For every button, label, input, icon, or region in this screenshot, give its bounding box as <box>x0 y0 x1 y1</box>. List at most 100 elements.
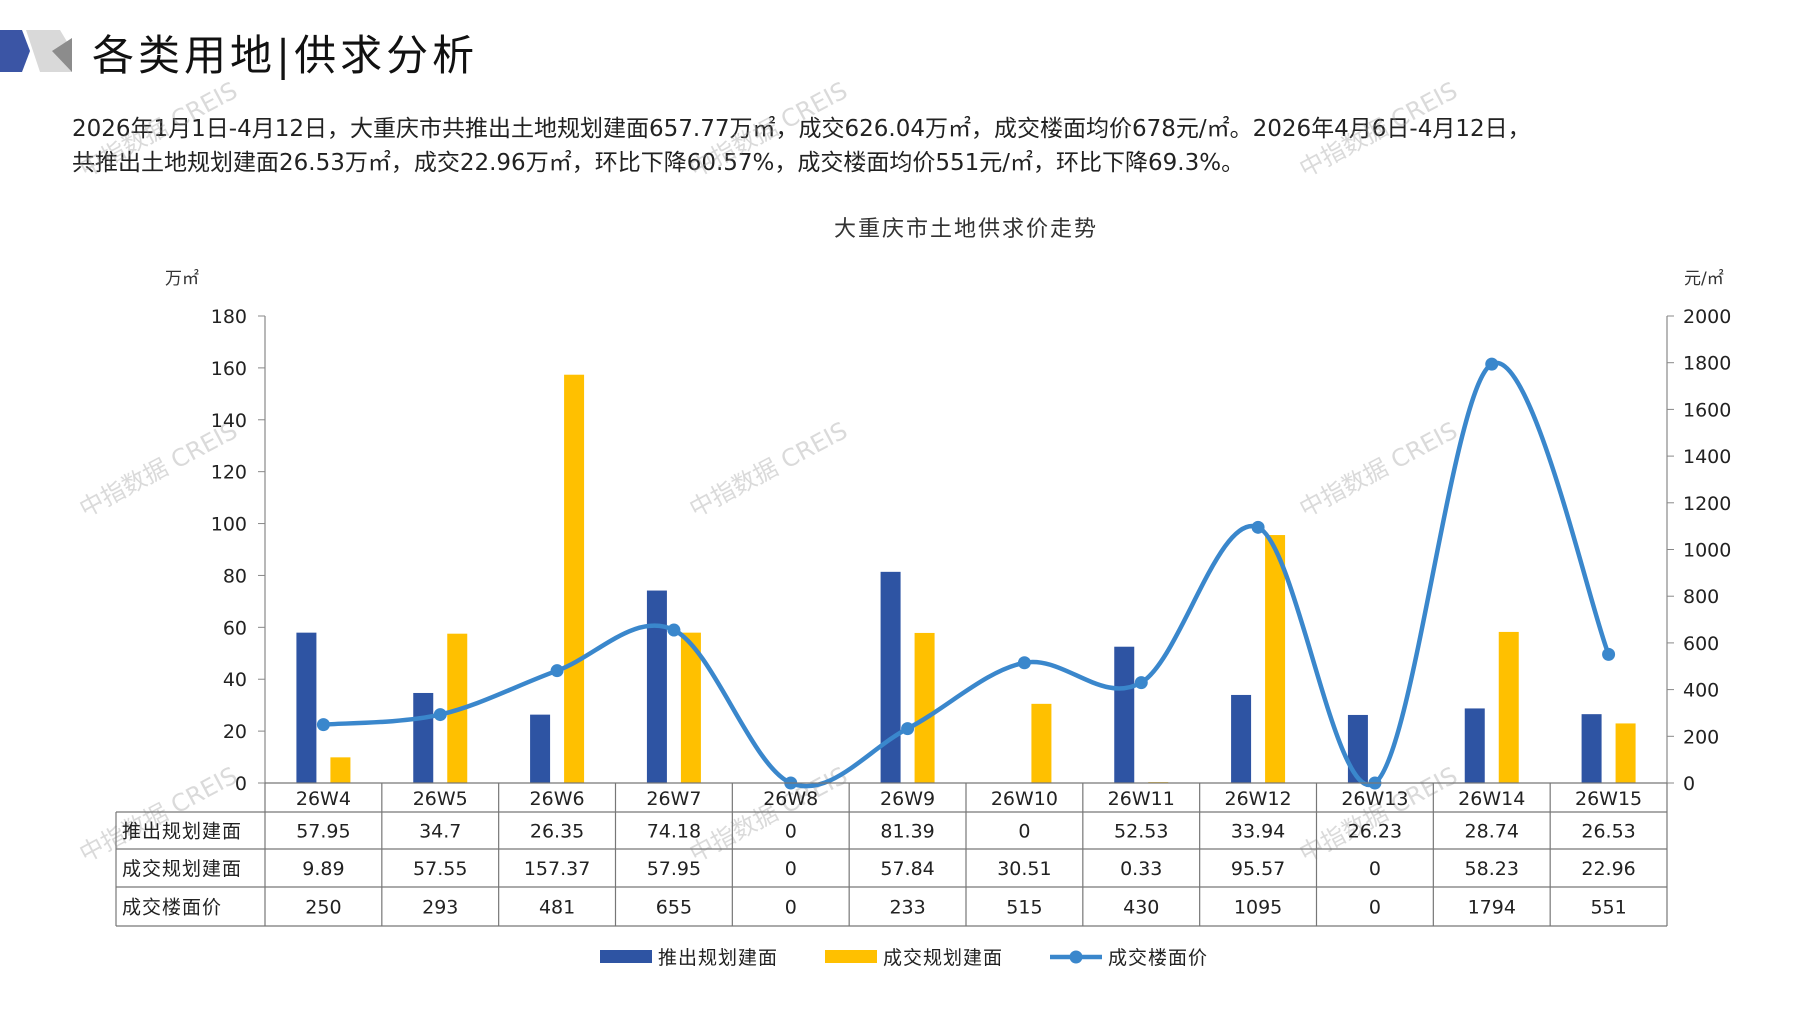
data-label: 551 <box>1590 897 1626 919</box>
table-series-name: 成交楼面价 <box>122 897 222 919</box>
left-tick-label: 20 <box>223 721 247 743</box>
legend-swatch <box>600 950 652 963</box>
category-label: 26W10 <box>991 788 1058 810</box>
data-label: 58.23 <box>1465 858 1519 880</box>
supply-bar <box>1581 714 1602 783</box>
data-label: 57.95 <box>296 821 350 843</box>
data-label: 26.35 <box>530 821 584 843</box>
data-label: 0 <box>1369 858 1381 880</box>
right-tick-label: 400 <box>1683 680 1719 702</box>
deal-bar <box>564 374 585 783</box>
data-label: 0 <box>785 897 797 919</box>
table-series-name: 成交规划建面 <box>122 858 242 880</box>
price-point <box>1134 676 1148 690</box>
left-tick-label: 120 <box>211 462 247 484</box>
right-tick-label: 800 <box>1683 586 1719 608</box>
right-tick-label: 1800 <box>1683 353 1731 375</box>
supply-bar <box>1464 708 1485 783</box>
right-tick-label: 1200 <box>1683 493 1731 515</box>
data-label: 26.23 <box>1348 821 1402 843</box>
legend-swatch <box>825 950 877 963</box>
right-axis-unit: 元/㎡ <box>1684 269 1724 289</box>
right-tick-label: 2000 <box>1683 306 1731 328</box>
left-tick-label: 60 <box>223 617 247 639</box>
left-axis-unit: 万㎡ <box>165 269 199 289</box>
data-label: 233 <box>889 897 925 919</box>
right-tick-label: 200 <box>1683 726 1719 748</box>
left-tick-label: 180 <box>211 306 247 328</box>
chart-title: 大重庆市土地供求价走势 <box>834 217 1098 242</box>
data-label: 250 <box>305 897 341 919</box>
price-point <box>1017 656 1031 670</box>
deal-bar <box>914 632 935 783</box>
price-point <box>667 623 681 637</box>
data-label: 0 <box>1369 897 1381 919</box>
data-label: 33.94 <box>1231 821 1285 843</box>
data-label: 57.55 <box>413 858 467 880</box>
data-label: 95.57 <box>1231 858 1285 880</box>
supply-bar <box>646 590 667 783</box>
section-logo <box>0 30 72 72</box>
price-point <box>1251 520 1265 534</box>
left-tick-label: 100 <box>211 514 247 536</box>
data-label: 0.33 <box>1120 858 1162 880</box>
legend-label: 成交楼面价 <box>1108 947 1208 969</box>
deal-bar <box>1265 535 1286 783</box>
category-label: 26W5 <box>413 788 468 810</box>
supply-bar <box>1347 714 1368 783</box>
legend-label: 推出规划建面 <box>658 947 778 969</box>
data-label: 1794 <box>1468 897 1516 919</box>
left-tick-label: 160 <box>211 358 247 380</box>
legend-label: 成交规划建面 <box>883 947 1003 969</box>
category-label: 26W9 <box>880 788 935 810</box>
category-label: 26W8 <box>763 788 818 810</box>
category-label: 26W12 <box>1225 788 1292 810</box>
data-label: 0 <box>785 858 797 880</box>
table-series-name: 推出规划建面 <box>122 821 242 843</box>
data-label: 515 <box>1006 897 1042 919</box>
data-label: 481 <box>539 897 575 919</box>
data-label: 655 <box>656 897 692 919</box>
category-label: 26W11 <box>1108 788 1175 810</box>
deal-bar <box>330 757 351 783</box>
data-label: 9.89 <box>302 858 344 880</box>
summary-text: 2026年1月1日-4月12日，大重庆市共推出土地规划建面657.77万㎡，成交… <box>72 112 1772 180</box>
right-tick-label: 1000 <box>1683 540 1731 562</box>
category-label: 26W15 <box>1575 788 1642 810</box>
page-title: 各类用地|供求分析 <box>92 31 479 80</box>
price-point <box>433 708 447 722</box>
data-label: 293 <box>422 897 458 919</box>
right-tick-label: 1400 <box>1683 446 1731 468</box>
category-label: 26W13 <box>1341 788 1408 810</box>
deal-bar <box>1498 631 1519 783</box>
data-label: 22.96 <box>1581 858 1635 880</box>
summary-line-2: 共推出土地规划建面26.53万㎡，成交22.96万㎡，环比下降60.57%，成交… <box>72 150 1245 176</box>
supply-bar <box>1114 646 1135 783</box>
category-label: 26W7 <box>646 788 701 810</box>
data-label: 52.53 <box>1114 821 1168 843</box>
price-line <box>323 360 1611 789</box>
data-label: 34.7 <box>419 821 461 843</box>
data-label: 28.74 <box>1465 821 1519 843</box>
supply-bar <box>1231 694 1252 783</box>
left-tick-label: 140 <box>211 410 247 432</box>
price-point <box>316 718 330 732</box>
data-label: 81.39 <box>880 821 934 843</box>
data-label: 57.84 <box>880 858 934 880</box>
price-point <box>901 722 915 736</box>
supply-bar <box>530 714 551 783</box>
data-label: 74.18 <box>647 821 701 843</box>
supply-bar <box>296 632 317 783</box>
data-label: 30.51 <box>997 858 1051 880</box>
data-label: 1095 <box>1234 897 1282 919</box>
supply-bar <box>413 692 434 783</box>
data-label: 0 <box>785 821 797 843</box>
legend-marker <box>1069 950 1083 964</box>
category-label: 26W4 <box>296 788 351 810</box>
deal-bar <box>1615 723 1636 783</box>
left-tick-label: 80 <box>223 565 247 587</box>
supply-bar <box>880 571 901 783</box>
deal-bar <box>680 632 701 783</box>
category-label: 26W14 <box>1458 788 1525 810</box>
